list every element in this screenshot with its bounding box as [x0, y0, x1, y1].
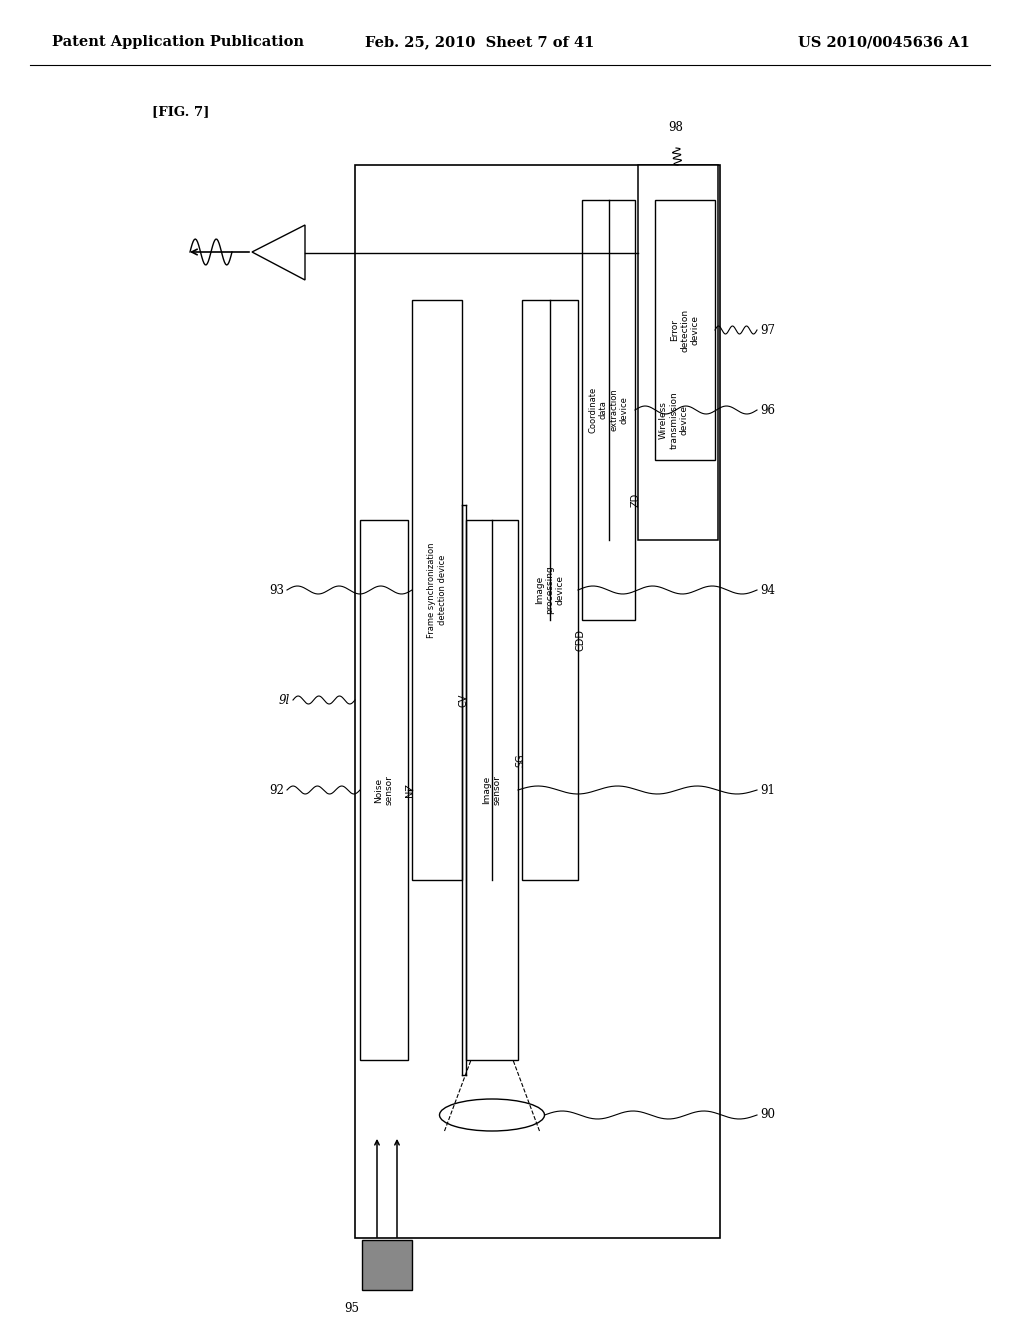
Bar: [362, 1239, 412, 1290]
Text: [FIG. 7]: [FIG. 7]: [152, 106, 209, 119]
Text: Noise
sensor: Noise sensor: [375, 775, 393, 805]
Text: Feb. 25, 2010  Sheet 7 of 41: Feb. 25, 2010 Sheet 7 of 41: [366, 36, 595, 49]
Ellipse shape: [439, 1100, 545, 1131]
Text: SG: SG: [515, 754, 525, 767]
Bar: [355, 165, 720, 1238]
Text: 94: 94: [760, 583, 775, 597]
Text: 97: 97: [760, 323, 775, 337]
Bar: [638, 165, 718, 540]
Text: Wireless
transmission
device: Wireless transmission device: [659, 391, 689, 449]
Text: ZD: ZD: [631, 492, 641, 507]
Bar: [582, 201, 635, 620]
Text: Error
detection
device: Error detection device: [670, 309, 699, 351]
Bar: [412, 300, 462, 880]
Text: Image
processing
device: Image processing device: [536, 566, 565, 614]
Bar: [655, 201, 715, 459]
Bar: [360, 520, 408, 1060]
Bar: [466, 520, 518, 1060]
Text: CV: CV: [459, 693, 469, 706]
Bar: [522, 300, 578, 880]
Text: 9l: 9l: [279, 693, 290, 706]
Text: CDD: CDD: [575, 630, 585, 651]
Polygon shape: [252, 224, 305, 280]
Text: 95: 95: [344, 1302, 359, 1315]
Text: 96: 96: [760, 404, 775, 417]
Text: Frame synchronization
detection device: Frame synchronization detection device: [427, 543, 446, 638]
Text: 98: 98: [669, 121, 683, 135]
Text: 90: 90: [760, 1109, 775, 1122]
Text: 93: 93: [269, 583, 284, 597]
Text: Patent Application Publication: Patent Application Publication: [52, 36, 304, 49]
Text: 91: 91: [760, 784, 775, 796]
Text: 92: 92: [269, 784, 284, 796]
Text: US 2010/0045636 A1: US 2010/0045636 A1: [798, 36, 970, 49]
Text: NZ: NZ: [406, 783, 415, 797]
Text: Coordinate
data
extraction
device: Coordinate data extraction device: [589, 387, 629, 433]
Text: Image
sensor: Image sensor: [482, 775, 502, 805]
